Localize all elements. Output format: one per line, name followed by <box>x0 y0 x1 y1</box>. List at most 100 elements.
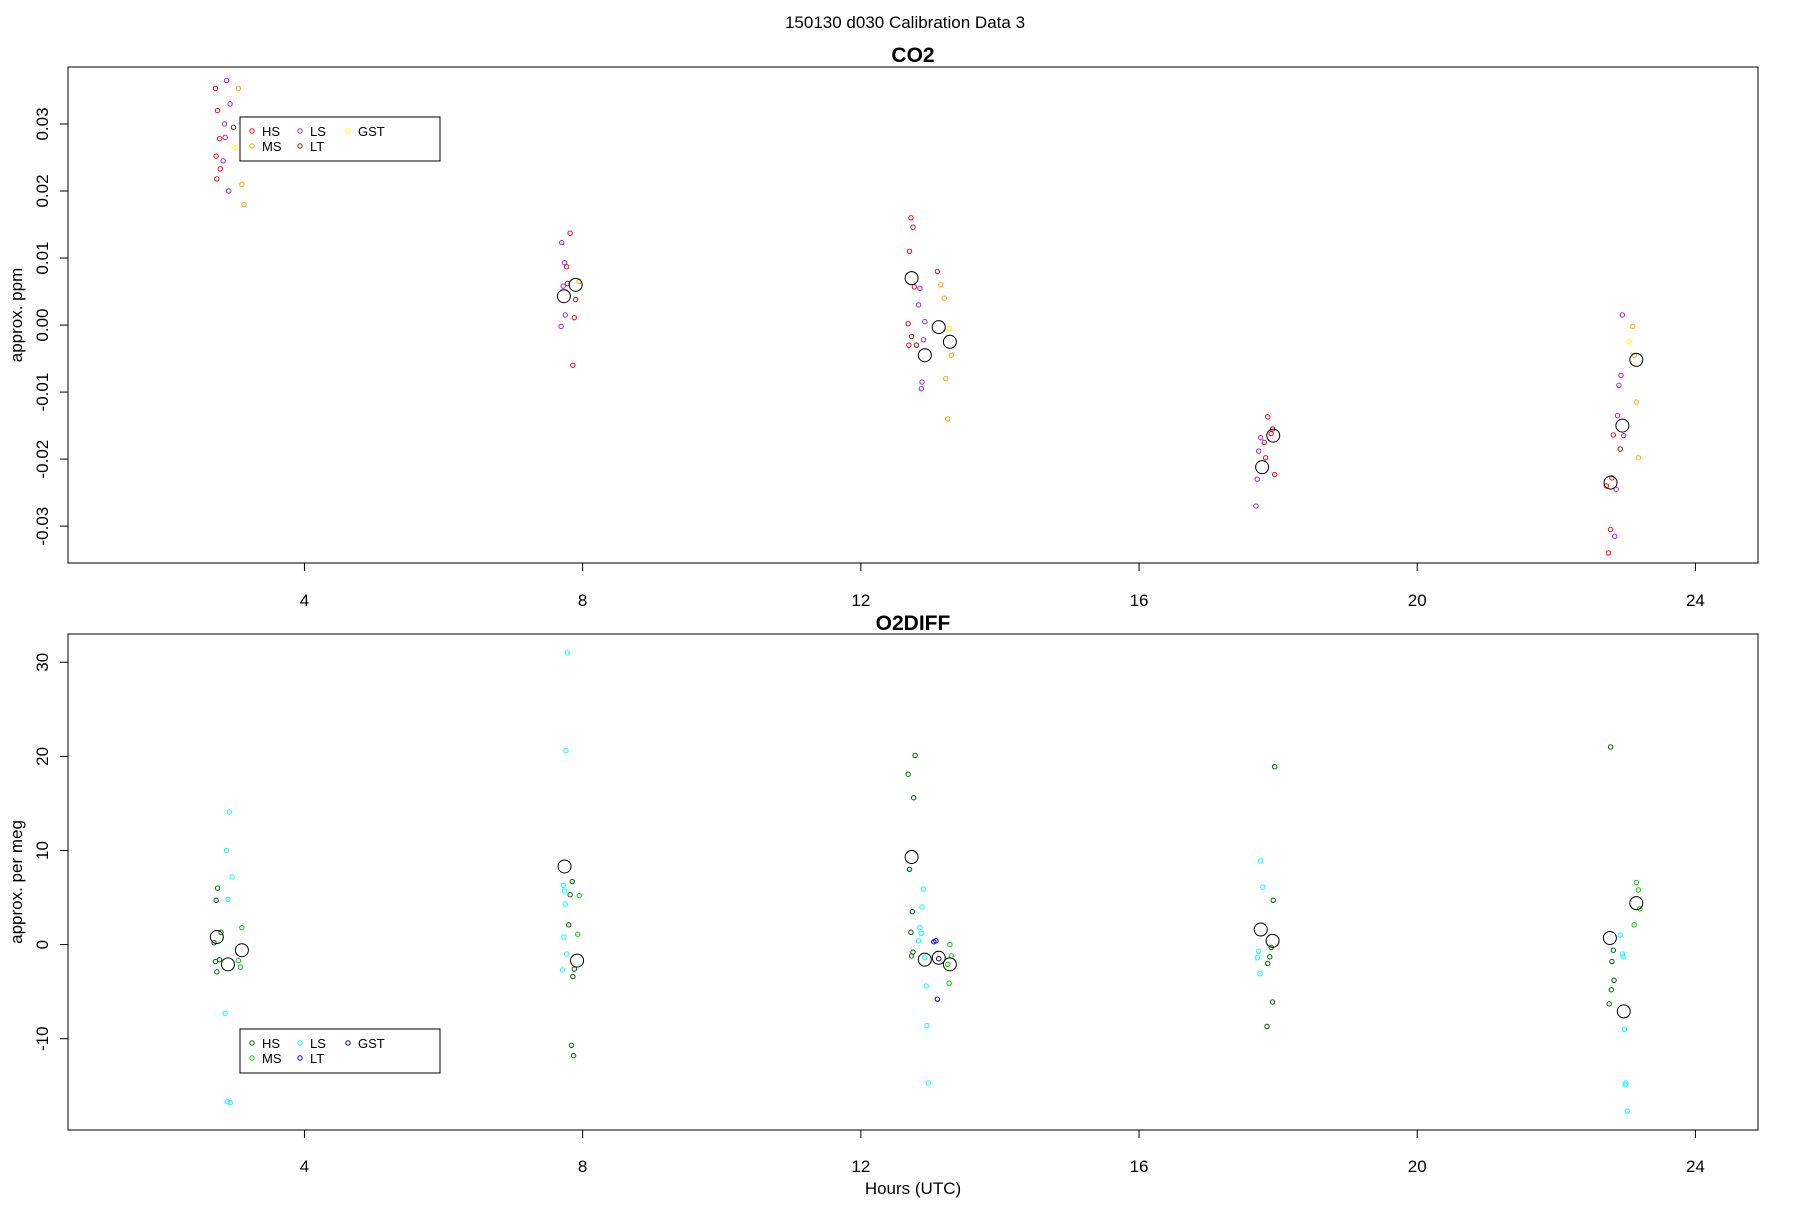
panel-2-y-tick-label: 20 <box>33 747 52 766</box>
panel-1-point-hs <box>1271 471 1278 478</box>
panel-1-point-ls <box>558 323 564 330</box>
panel-2-legend-marker-ls <box>297 1040 303 1046</box>
panel-1-legend-label-ms: MS <box>262 139 282 154</box>
panel-2-point-ls <box>917 924 923 931</box>
panel-1-legend-marker-gst <box>345 128 351 134</box>
panel-1-point-ms <box>945 416 951 422</box>
panel-1-point-lt <box>1617 446 1623 452</box>
panel-2-legend-label-hs: HS <box>262 1036 280 1051</box>
panel-2-point-hs <box>1609 958 1615 965</box>
panel-2-point-hs <box>570 973 576 980</box>
panel-1-average-marker <box>917 348 932 363</box>
panel-1-x-tick-label: 20 <box>1408 591 1427 610</box>
panel-2-point-hs <box>216 956 223 963</box>
panel-2-average-marker <box>1629 896 1644 911</box>
panel-2-point-hs <box>912 752 918 759</box>
panel-1-point-ms <box>1633 399 1639 405</box>
panel-2-average-marker <box>931 950 946 965</box>
panel-1-x-tick-label: 24 <box>1686 591 1705 610</box>
panel-1-point-hs <box>212 85 219 92</box>
panel-2-average-marker <box>570 953 585 968</box>
panel-2-point-hs <box>218 929 224 936</box>
panel-1-point-lt <box>913 342 920 348</box>
panel-1-average-marker <box>931 320 946 335</box>
panel-2-point-ls <box>229 874 235 880</box>
panel-2-title: O2DIFF <box>876 612 951 635</box>
panel-2-legend-marker-hs <box>249 1040 255 1046</box>
panel-2-point-hs <box>1607 744 1614 750</box>
panel-1-point-ms <box>1630 323 1636 330</box>
panel-2-point-ms <box>945 961 951 968</box>
panel-2-legend-marker-gst <box>345 1040 351 1046</box>
panel-1-point-hs <box>905 321 911 327</box>
panel-2-average-marker <box>917 952 932 967</box>
panel-2-average-marker <box>904 850 919 865</box>
panel-2-point-ls <box>562 901 568 907</box>
panel-2-point-hs <box>1611 977 1617 984</box>
panel-2-point-ms <box>1637 906 1643 912</box>
panel-2-point-hs <box>1267 954 1273 960</box>
panel-2-point-ms <box>946 980 952 986</box>
panel-2-point-hs <box>212 958 219 965</box>
panel-1-point-ls <box>1613 486 1619 492</box>
panel-2-point-ms <box>1633 879 1639 886</box>
panel-1-point-hs <box>216 136 223 142</box>
panel-1-legend-label-ls: LS <box>310 124 326 139</box>
panel-1-point-hs <box>571 314 578 321</box>
panel-2-legend-marker-ms <box>249 1055 255 1061</box>
panel-2-legend-label-ls: LS <box>310 1036 326 1051</box>
panel-1-point-ls <box>1619 312 1626 318</box>
panel-2-point-hs <box>906 866 913 872</box>
panel-1-point-ls <box>1618 372 1624 379</box>
panel-2-legend-marker-lt <box>297 1055 303 1061</box>
panel-2-y-tick-label: 10 <box>33 841 52 860</box>
panel-1-legend-box <box>239 116 441 162</box>
panel-1-x-tick-label: 12 <box>851 591 870 610</box>
panel-2-point-ms <box>1631 922 1637 928</box>
panel-2-point-ls <box>918 930 925 936</box>
panel-1-point-ls <box>1254 476 1260 482</box>
panel-2-point-ms <box>1635 887 1642 893</box>
panel-2-point-ls <box>922 955 928 961</box>
panel-2-average-marker <box>1602 931 1617 945</box>
panel-2-point-hs <box>211 940 217 946</box>
panel-2-point-ls <box>920 886 927 892</box>
panel-1-average-marker <box>1615 418 1630 433</box>
panel-1-point-ms <box>941 295 947 301</box>
figure-suptitle: 150130 d030 Calibration Data 3 <box>785 13 1025 32</box>
panel-2-legend-box <box>239 1028 441 1074</box>
panel-1-point-gst <box>232 144 238 151</box>
panel-1-point-ms <box>235 85 242 92</box>
panel-1-legend-marker-ls <box>297 128 303 134</box>
panel-2-average-marker <box>209 930 224 945</box>
panel-2-average-marker <box>1253 922 1268 937</box>
panel-2-x-tick-label: 12 <box>851 1157 870 1176</box>
panel-1-point-hs <box>563 264 570 270</box>
panel-1-average-marker <box>904 271 919 286</box>
panel-1-point-hs <box>1268 430 1274 437</box>
panel-1-point-ls <box>225 188 232 194</box>
panel-1-point-hs <box>1610 432 1617 438</box>
panel-1-point-hs <box>570 362 576 368</box>
panel-2-point-hs <box>213 897 219 904</box>
panel-1-point-hs <box>911 284 918 290</box>
panel-1-point-hs <box>908 215 914 221</box>
panel-2-point-ls <box>560 882 566 888</box>
panel-1-point-hs <box>217 166 224 172</box>
panel-2-point-hs <box>905 771 911 777</box>
panel-2-point-ls <box>1255 948 1262 954</box>
panel-1-point-hs <box>1264 414 1271 420</box>
panel-2-point-hs <box>566 922 572 928</box>
panel-1-point-ms <box>938 282 944 288</box>
panel-2-point-hs <box>909 908 916 915</box>
panel-2-point-hs <box>569 878 575 885</box>
panel-1-point-hs <box>1609 475 1615 481</box>
panel-2-average-marker <box>1616 1004 1631 1019</box>
panel-2-point-ms <box>235 957 242 964</box>
panel-1-point-hs <box>910 224 916 230</box>
panel-1-point-ls <box>1258 434 1264 441</box>
panel-1-point-ls <box>1621 432 1627 439</box>
panel-1-average-marker <box>1255 460 1270 475</box>
panel-2-point-hs <box>214 969 220 975</box>
